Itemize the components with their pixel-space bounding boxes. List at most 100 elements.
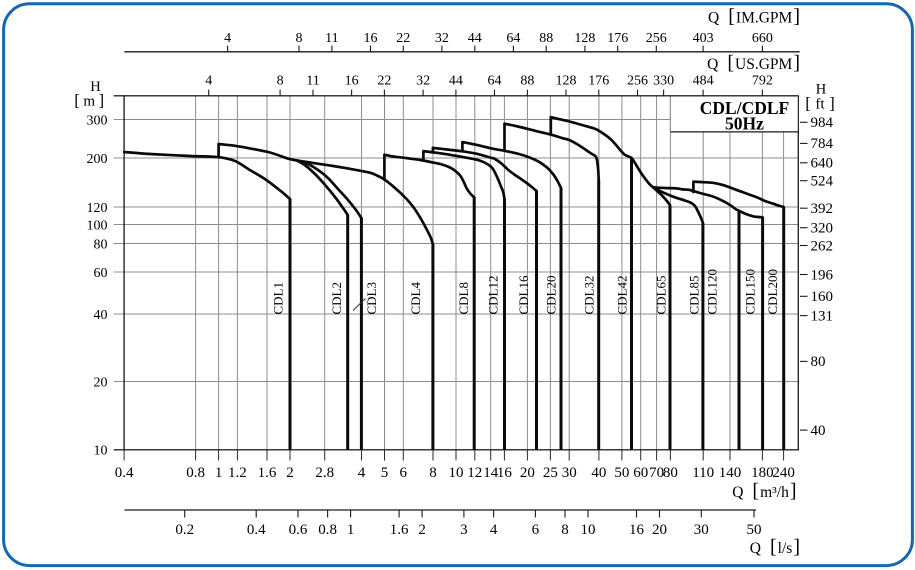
svg-text:Q[l/s]: Q [l/s]	[750, 536, 800, 558]
svg-text:484: 484	[693, 74, 714, 89]
svg-text:11: 11	[325, 31, 338, 46]
svg-text:CDL3: CDL3	[364, 282, 379, 315]
svg-text:20: 20	[520, 465, 535, 481]
svg-text:792: 792	[752, 74, 773, 89]
svg-text:320: 320	[811, 221, 834, 237]
svg-text:8: 8	[277, 74, 284, 89]
svg-text:196: 196	[811, 267, 834, 283]
svg-text:1.6: 1.6	[258, 465, 277, 481]
svg-text:4: 4	[224, 31, 231, 46]
svg-text:131: 131	[811, 308, 834, 324]
svg-text:70: 70	[649, 465, 664, 481]
svg-text:0.8: 0.8	[186, 465, 205, 481]
svg-text:4: 4	[205, 74, 212, 89]
svg-text:Q[m³/h]: Q [m³/h]	[732, 480, 796, 502]
svg-text:2.8: 2.8	[315, 465, 334, 481]
svg-text:11: 11	[306, 74, 319, 89]
svg-text:CDL65: CDL65	[654, 276, 669, 315]
svg-text:8: 8	[429, 465, 437, 481]
svg-text:0.2: 0.2	[175, 522, 194, 538]
svg-text:6: 6	[532, 522, 540, 538]
svg-text:88: 88	[539, 31, 553, 46]
svg-text:60: 60	[633, 465, 648, 481]
svg-text:128: 128	[556, 74, 577, 89]
svg-text:110: 110	[692, 465, 714, 481]
svg-text:16: 16	[364, 31, 378, 46]
svg-text:2: 2	[286, 465, 294, 481]
svg-text:0.6: 0.6	[289, 522, 308, 538]
svg-text:2: 2	[418, 522, 426, 538]
svg-text:5: 5	[381, 465, 389, 481]
svg-text:0.4: 0.4	[247, 522, 266, 538]
svg-text:H: H	[816, 82, 827, 98]
svg-text:403: 403	[693, 31, 714, 46]
svg-text:CDL32: CDL32	[582, 276, 597, 315]
svg-text:4: 4	[358, 465, 366, 481]
svg-text:CDL85: CDL85	[687, 276, 702, 315]
svg-text:3: 3	[460, 522, 468, 538]
svg-text:128: 128	[574, 31, 595, 46]
svg-text:1: 1	[347, 522, 355, 538]
svg-text:25: 25	[543, 465, 558, 481]
svg-text:30: 30	[694, 522, 709, 538]
svg-text:8: 8	[561, 522, 569, 538]
svg-text:160: 160	[811, 289, 834, 305]
svg-text:[m]: [m]	[74, 91, 104, 110]
svg-text:10: 10	[449, 465, 464, 481]
svg-text:CDL12: CDL12	[486, 276, 501, 315]
svg-text:22: 22	[396, 31, 410, 46]
svg-text:CDL/CDLF: CDL/CDLF	[700, 98, 789, 118]
svg-text:22: 22	[377, 74, 391, 89]
svg-text:10: 10	[94, 444, 108, 459]
svg-text:80: 80	[811, 354, 826, 370]
svg-text:H: H	[90, 79, 101, 95]
svg-text:50Hz: 50Hz	[725, 113, 764, 133]
svg-text:4: 4	[490, 522, 498, 538]
svg-text:256: 256	[646, 31, 667, 46]
svg-text:60: 60	[94, 266, 108, 281]
svg-text:50: 50	[614, 465, 629, 481]
svg-text:44: 44	[449, 74, 463, 89]
svg-text:64: 64	[488, 74, 502, 89]
svg-text:20: 20	[652, 522, 667, 538]
svg-text:40: 40	[94, 308, 108, 323]
svg-text:[ft]: [ft]	[805, 94, 835, 113]
svg-text:240: 240	[772, 465, 795, 481]
svg-text:176: 176	[588, 74, 609, 89]
svg-text:16: 16	[497, 465, 513, 481]
svg-text:256: 256	[627, 74, 648, 89]
svg-text:64: 64	[506, 31, 520, 46]
svg-text:16: 16	[345, 74, 359, 89]
svg-text:CDL4: CDL4	[408, 282, 423, 315]
svg-text:14: 14	[483, 465, 499, 481]
svg-text:120: 120	[87, 201, 108, 216]
svg-text:10: 10	[581, 522, 596, 538]
svg-text:Q[US.GPM]: Q [US.GPM]	[707, 52, 800, 74]
svg-text:330: 330	[653, 74, 674, 89]
svg-text:CDL150: CDL150	[743, 269, 758, 315]
svg-text:0.4: 0.4	[115, 465, 134, 481]
svg-text:180: 180	[751, 465, 774, 481]
svg-text:176: 176	[607, 31, 628, 46]
svg-text:CDL16: CDL16	[516, 275, 531, 315]
svg-text:784: 784	[811, 136, 834, 152]
svg-text:1.2: 1.2	[228, 465, 247, 481]
svg-text:392: 392	[811, 201, 834, 217]
svg-text:100: 100	[87, 218, 108, 233]
svg-text:44: 44	[468, 31, 482, 46]
svg-text:CDL8: CDL8	[456, 282, 471, 315]
svg-text:300: 300	[87, 113, 108, 128]
svg-text:CDL20: CDL20	[544, 276, 559, 315]
svg-text:200: 200	[87, 152, 108, 167]
svg-text:16: 16	[629, 522, 645, 538]
svg-text:6: 6	[400, 465, 408, 481]
svg-text:0.8: 0.8	[318, 522, 337, 538]
svg-text:32: 32	[416, 74, 430, 89]
svg-text:Q[IM.GPM]: Q [IM.GPM]	[708, 5, 800, 27]
svg-text:80: 80	[94, 237, 108, 252]
svg-text:262: 262	[811, 238, 834, 254]
svg-text:40: 40	[811, 423, 826, 439]
svg-text:32: 32	[435, 31, 449, 46]
svg-text:8: 8	[296, 31, 303, 46]
svg-text:88: 88	[520, 74, 534, 89]
